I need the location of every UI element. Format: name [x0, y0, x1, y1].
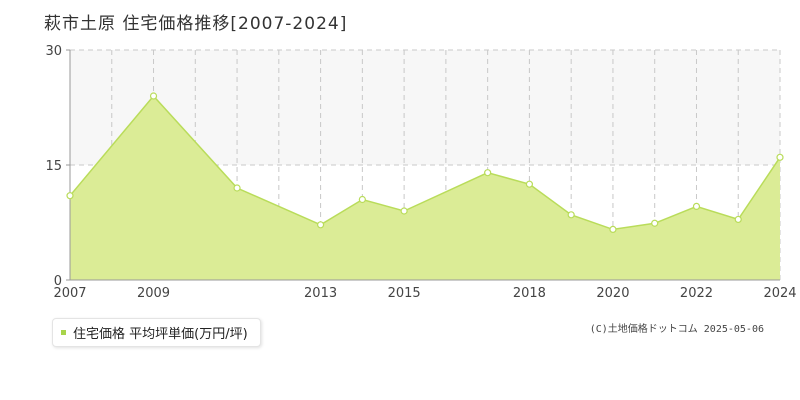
legend: 住宅価格 平均坪単価(万円/坪): [52, 318, 261, 347]
data-point: [316, 221, 325, 229]
chart-title: 萩市土原 住宅価格推移[2007-2024]: [44, 14, 348, 34]
series-line: [69, 94, 781, 231]
x-tick-label: 2015: [388, 286, 421, 301]
y-tick-label: 15: [45, 159, 62, 174]
data-point: [567, 211, 575, 219]
data-point: [358, 195, 366, 204]
x-tick-label: 2020: [596, 286, 629, 301]
series-area: [70, 96, 780, 280]
y-tick-label: 0: [54, 274, 62, 289]
data-point: [233, 184, 241, 192]
x-tick-label: 2022: [680, 286, 713, 301]
data-point: [609, 225, 617, 233]
data-point: [776, 153, 784, 161]
data-point: [692, 202, 701, 210]
y-tick-label: 30: [45, 44, 62, 59]
data-point: [734, 215, 742, 224]
x-tick-label: 2013: [304, 286, 337, 301]
data-point: [66, 192, 74, 200]
data-point: [484, 169, 492, 177]
x-tick-label: 2018: [513, 286, 546, 301]
x-tick-label: 2007: [53, 286, 86, 301]
legend-label: 住宅価格 平均坪単価(万円/坪): [73, 327, 248, 342]
x-tick-label: 2009: [137, 286, 170, 301]
data-point: [651, 219, 659, 227]
legend-swatch: [61, 330, 66, 335]
data-point: [400, 207, 408, 215]
copyright-text: (C)土地価格ドットコム 2025-05-06: [589, 324, 764, 335]
x-tick-label: 2024: [763, 286, 796, 301]
data-point: [149, 92, 158, 100]
data-point: [525, 180, 534, 188]
